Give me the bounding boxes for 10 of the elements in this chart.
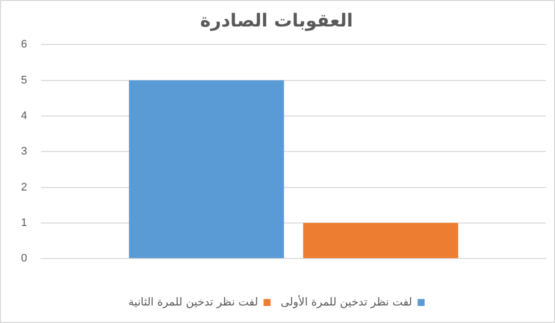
y-tick-label: 6: [20, 38, 28, 51]
legend-label: لفت نظر تدخين للمرة الأولى: [280, 294, 412, 308]
y-tick-label: 2: [20, 181, 28, 194]
y-tick-label: 0: [20, 252, 28, 265]
chart-title: العقوبات الصادرة: [200, 10, 353, 32]
legend-label: لفت نظر تدخين للمرة الثانية: [128, 295, 258, 308]
y-tick-label: 1: [20, 216, 28, 229]
y-tick-label: 5: [20, 74, 28, 86]
y-tick-label: 3: [20, 146, 28, 158]
y-tick-label: 4: [20, 110, 28, 122]
